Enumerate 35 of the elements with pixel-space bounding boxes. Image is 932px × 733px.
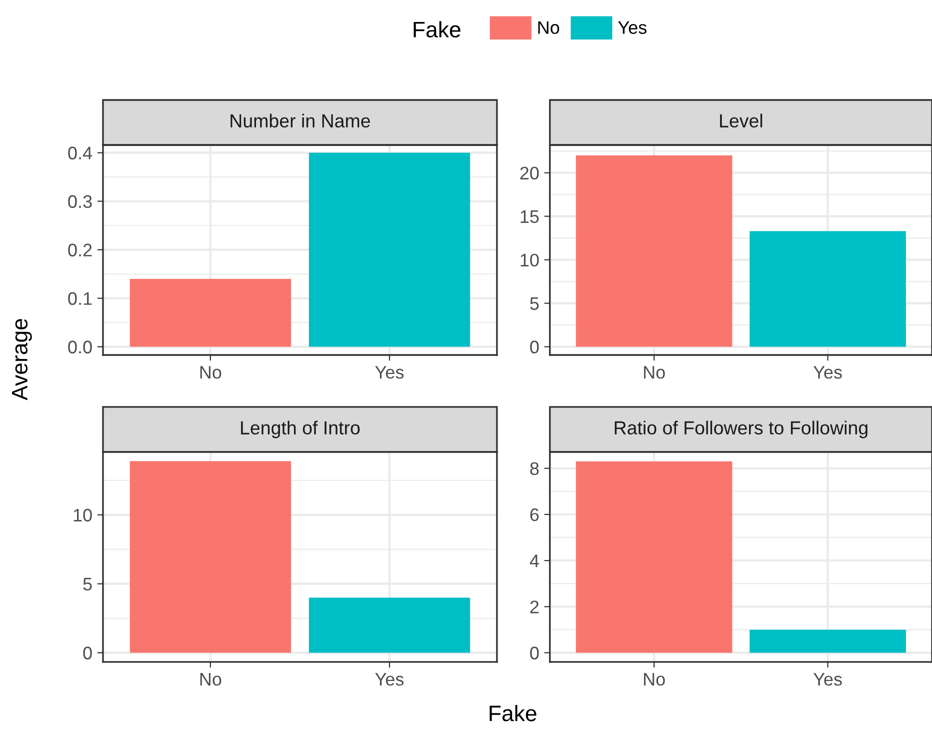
- x-tick-label: Yes: [375, 673, 404, 686]
- chart-title: Length of Intro: [241, 420, 360, 438]
- x-tick-label: Yes: [375, 366, 404, 379]
- y-tick-label: 0.3: [68, 195, 92, 208]
- y-tick-label: 0.4: [68, 146, 92, 160]
- y-tick-label: 6: [530, 508, 539, 522]
- x-tick-label: Yes: [813, 366, 842, 379]
- x-tick-label: No: [644, 673, 665, 686]
- y-tick-label: 10: [74, 508, 92, 522]
- y-tick-label: 0.0: [68, 340, 92, 354]
- legend-label: No: [538, 21, 560, 34]
- y-tick-label: 20: [520, 166, 539, 180]
- y-tick-label: 0: [530, 646, 539, 660]
- y-tick-label: 0: [83, 646, 92, 660]
- legend-title: Fake: [414, 21, 460, 38]
- y-tick-label: 5: [530, 297, 539, 310]
- y-axis-title: Average: [12, 318, 32, 400]
- x-tick-label: Yes: [813, 673, 842, 686]
- y-tick-label: 0.2: [68, 244, 92, 256]
- y-tick-label: 8: [530, 462, 539, 476]
- chart-title: Level: [720, 114, 762, 128]
- chart-title: Number in Name: [230, 114, 370, 128]
- y-tick-label: 10: [520, 254, 539, 266]
- x-tick-label: No: [200, 673, 222, 686]
- y-tick-label: 0.1: [68, 292, 92, 305]
- y-tick-label: 4: [530, 554, 539, 568]
- y-tick-label: 0: [530, 340, 539, 354]
- x-tick-label: No: [200, 366, 222, 379]
- x-tick-label: No: [644, 366, 665, 379]
- y-tick-label: 2: [530, 600, 539, 614]
- y-tick-label: 5: [83, 578, 92, 591]
- y-tick-label: 15: [520, 210, 539, 224]
- chart-title: Ratio of Followers to Following: [614, 420, 868, 438]
- legend-label: Yes: [618, 21, 646, 34]
- x-axis-title: Fake: [490, 704, 536, 722]
